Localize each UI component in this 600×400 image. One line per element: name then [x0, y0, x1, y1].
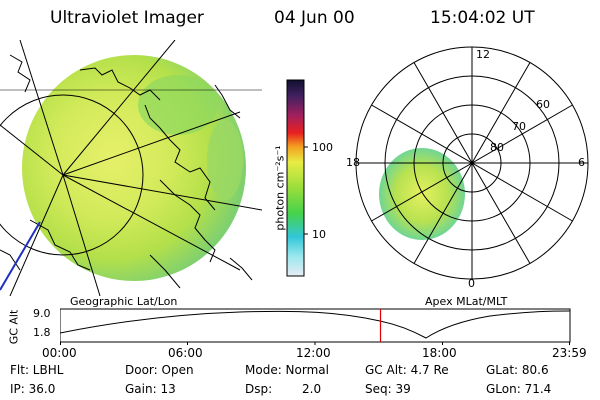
altitude-curve: [60, 310, 571, 339]
mlt-label-6: 6: [578, 156, 585, 169]
coastlines: [0, 54, 253, 289]
polar-grid: [355, 46, 589, 280]
mlt-label-0: 0: [468, 277, 475, 290]
gain-info: Gain: 13: [125, 382, 176, 396]
colorbar-tick-10: 10: [312, 228, 326, 241]
time-tick-2359: 23:59: [552, 346, 587, 360]
time-tick-0000: 00:00: [42, 346, 77, 360]
geographic-map: [0, 40, 262, 296]
app-title: Ultraviolet Imager: [50, 8, 204, 28]
polar-plot: [355, 46, 589, 280]
latlon-grid: [0, 40, 262, 296]
dsp-label: Dsp:: [245, 382, 273, 396]
color-scale: [286, 79, 308, 277]
header-date: 04 Jun 00: [274, 8, 355, 28]
dsp-value: 2.0: [302, 382, 322, 396]
altitude-ymax: 9.0: [33, 307, 51, 320]
color-bar: [286, 79, 305, 277]
mlat-label-60: 60: [536, 98, 550, 111]
colorbar-unit-label: photon cm⁻²s⁻¹: [273, 145, 287, 231]
gc-alt-info: GC Alt: 4.7 Re: [365, 363, 449, 377]
seq-info: Seq: 39: [365, 382, 411, 396]
altitude-axis-label: GC Alt: [7, 309, 21, 345]
time-tick-1800: 18:00: [422, 346, 457, 360]
door-info: Door: Open: [125, 363, 194, 377]
mlat-label-70: 70: [512, 120, 526, 133]
geographic-caption: Geographic Lat/Lon: [70, 295, 178, 308]
time-tick-0600: 06:00: [168, 346, 203, 360]
mlt-label-12: 12: [476, 48, 490, 61]
glon-info: GLon: 71.4: [486, 382, 552, 396]
altitude-plot-frame: [60, 308, 571, 343]
filter-info: Flt: LBHL: [10, 363, 64, 377]
glat-info: GLat: 80.6: [486, 363, 549, 377]
time-tick-1200: 12:00: [296, 346, 331, 360]
altitude-plot: [60, 308, 571, 345]
colorbar-tick-100: 100: [312, 141, 333, 154]
polar-caption: Apex MLat/MLT: [425, 295, 508, 308]
mlat-label-80: 80: [490, 141, 504, 154]
mode-info: Mode: Normal: [245, 363, 329, 377]
mlt-label-18: 18: [346, 156, 360, 169]
auroral-oval: [379, 148, 465, 240]
ip-info: IP: 36.0: [10, 382, 56, 396]
header-time: 15:04:02 UT: [430, 8, 535, 28]
altitude-ymin: 1.8: [33, 326, 51, 339]
